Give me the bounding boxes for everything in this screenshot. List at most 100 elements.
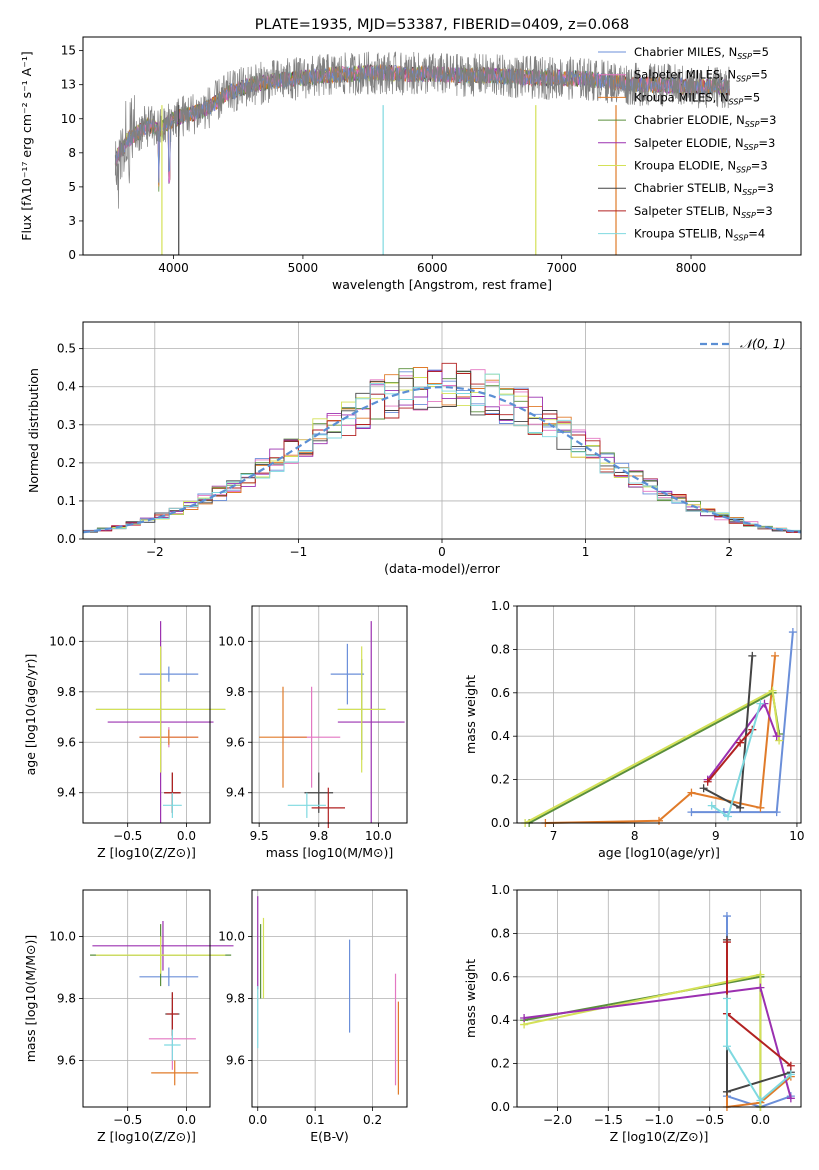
weight-line <box>523 986 792 1099</box>
x-axis-label: Z [log10(Z/Z⊙)] <box>610 1129 709 1144</box>
y-tick-label: 0.0 <box>491 816 510 830</box>
axes-weight_vs_Z: −2.0 −1.5 −1.0 −0.5 0.0 0.0 0.2 0.4 0.6 0.8 1.0 Z [… <box>463 883 802 1144</box>
plot-area <box>521 628 797 827</box>
x-tick-label: 6000 <box>417 261 448 275</box>
y-tick-label: 0.4 <box>491 729 510 743</box>
error-bar-point <box>162 792 182 818</box>
legend-label: Salpeter STELIB, NSSP=3 <box>634 204 773 220</box>
y-tick-label: 1.0 <box>491 599 510 613</box>
y-tick-label: 9.8 <box>57 685 76 699</box>
error-bar-point <box>139 729 199 745</box>
y-tick-label: 9.4 <box>226 786 245 800</box>
gaussian-curve <box>83 385 801 534</box>
weight-line <box>726 998 792 1103</box>
error-bar-point <box>92 921 234 971</box>
axes-mass_vs_ebv: 0.0 0.1 0.2 9.6 9.8 10.0 E(B-V) <box>218 889 408 1144</box>
histogram-line <box>83 373 801 534</box>
legend-label: Chabrier MILES, NSSP=5 <box>634 45 769 61</box>
grid <box>83 606 210 823</box>
x-tick-label: −1.5 <box>594 1113 623 1127</box>
weight-marker <box>722 1042 731 1051</box>
error-bar-point <box>164 1029 181 1061</box>
weight-marker <box>722 938 731 947</box>
error-bar-point <box>330 643 365 705</box>
weight-marker <box>736 738 745 747</box>
legend-label: Kroupa STELIB, NSSP=4 <box>634 227 765 243</box>
x-tick-label: 2 <box>725 545 733 559</box>
weight-series <box>687 628 797 817</box>
y-tick-label: 0.6 <box>491 970 510 984</box>
weight-marker <box>756 970 765 979</box>
error-bar-point <box>95 936 226 974</box>
weight-marker <box>775 736 784 745</box>
x-tick-label: 0.1 <box>306 1113 325 1127</box>
x-axis-label: Z [log10(Z/Z⊙)] <box>97 845 196 860</box>
weight-marker <box>756 803 765 812</box>
x-tick-label: −1 <box>290 545 308 559</box>
weight-line <box>726 942 792 1067</box>
plot-area <box>259 621 405 829</box>
error-bar-point <box>337 646 386 773</box>
x-axis-label: Z [log10(Z/Z⊙)] <box>97 1129 196 1144</box>
weight-marker <box>703 777 712 786</box>
axes-residuals: −2 −1 0 1 2 0.0 0.1 0.2 0.3 0.4 0.5 (data-model)/er… <box>26 321 802 576</box>
weight-series <box>520 983 795 1103</box>
legend-label: Chabrier STELIB, NSSP=3 <box>634 181 774 197</box>
y-tick-label: 3 <box>68 214 76 228</box>
y-tick-label: 9.8 <box>57 992 76 1006</box>
y-axis-label: age [log10(age/yr)] <box>23 654 38 776</box>
error-bar-point <box>311 787 345 829</box>
x-tick-label: 8 <box>631 829 639 843</box>
y-tick-label: 0.8 <box>491 642 510 656</box>
weight-marker <box>786 1070 795 1079</box>
legend: 𝒩(0, 1) <box>700 336 786 351</box>
grid <box>517 605 801 824</box>
axes-frame <box>82 36 802 256</box>
weight-line <box>523 973 762 1107</box>
weight-marker <box>687 808 696 817</box>
x-tick-label: 4000 <box>158 261 189 275</box>
x-tick-label: 0.0 <box>177 829 196 843</box>
plot-area <box>83 362 801 535</box>
y-tick-label: 10.0 <box>218 634 245 648</box>
x-tick-label: 0.0 <box>751 1113 770 1127</box>
weight-line <box>523 975 762 1107</box>
x-axis-label: wavelength [Angstrom, rest frame] <box>332 277 552 292</box>
legend: Chabrier MILES, NSSP=5 Salpeter MILES, NS… <box>598 45 776 243</box>
y-tick-label: 8 <box>68 146 76 160</box>
weight-marker <box>771 651 780 660</box>
spectrum-lines <box>114 51 731 255</box>
x-tick-label: −1.0 <box>644 1113 673 1127</box>
y-axis-label: mass weight <box>463 959 478 1038</box>
error-bar-point <box>95 646 226 773</box>
x-tick-label: 9 <box>712 829 720 843</box>
x-tick-label: 0.0 <box>177 1113 196 1127</box>
weight-marker <box>786 1094 795 1103</box>
x-tick-label: 0.2 <box>363 1113 382 1127</box>
y-tick-label: 9.4 <box>57 786 76 800</box>
axes-mass_vs_Z: −0.5 0.0 9.6 9.8 10.0 Z [log10(Z/Z⊙)] mass [lo… <box>23 889 234 1144</box>
y-tick-label: 5 <box>68 180 76 194</box>
weight-series <box>722 994 795 1105</box>
y-tick-label: 0.8 <box>491 926 510 940</box>
x-tick-label: 0.0 <box>248 1113 267 1127</box>
x-axis-label: E(B-V) <box>310 1129 349 1144</box>
plot-area <box>114 51 731 255</box>
y-tick-label: 9.6 <box>57 735 76 749</box>
axes-frame <box>82 321 802 540</box>
y-tick-label: 0.6 <box>491 686 510 700</box>
plot-area <box>257 896 399 1095</box>
error-bar-point <box>139 967 199 987</box>
y-tick-label: 0.0 <box>491 1100 510 1114</box>
weight-series <box>703 725 757 786</box>
y-tick-label: 10.0 <box>218 930 245 944</box>
plot-area <box>520 912 795 1111</box>
y-tick-label: 0.4 <box>491 1013 510 1027</box>
weight-marker <box>723 812 732 821</box>
y-tick-label: 1.0 <box>491 883 510 897</box>
x-tick-label: 10.0 <box>365 829 392 843</box>
error-bar-point <box>166 992 179 1036</box>
weight-marker <box>772 808 781 817</box>
axes-spectrum: 4000 5000 6000 7000 8000 0 3 5 8 10 13 15 wavelength… <box>19 17 802 292</box>
